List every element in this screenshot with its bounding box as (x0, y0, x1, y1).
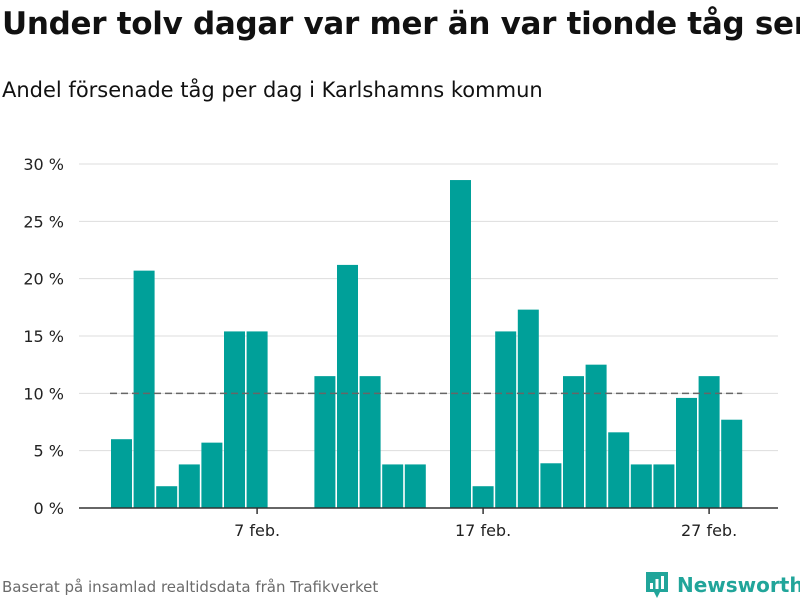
chart-subtitle: Andel försenade tåg per dag i Karlshamns… (2, 78, 543, 102)
y-tick-label: 30 % (23, 155, 64, 174)
bar (495, 331, 517, 508)
y-tick-label: 5 % (34, 442, 64, 461)
y-tick-label: 15 % (23, 327, 64, 346)
bar (630, 464, 652, 508)
bar (585, 364, 607, 508)
bar (133, 270, 155, 508)
axes: 0 % 5 % 10 % 15 % 20 % 25 % 30 % 7 feb. 17 feb. 2… (23, 155, 778, 540)
bar (517, 309, 539, 508)
bar (676, 397, 697, 508)
bars (111, 180, 743, 508)
y-tick-label: 10 % (23, 384, 64, 403)
y-tick-label: 0 % (34, 499, 64, 518)
bar (224, 331, 245, 508)
chart-title: Under tolv dagar var mer än var tionde t… (2, 6, 800, 42)
bar (201, 442, 223, 508)
bar (178, 464, 200, 508)
bar (608, 432, 630, 508)
bar (359, 376, 381, 508)
newsworthy-logo-icon (646, 572, 668, 598)
bar (472, 486, 494, 508)
bar (246, 331, 268, 508)
bar (450, 180, 471, 508)
grid-lines (79, 163, 778, 452)
bar-chart: 0 % 5 % 10 % 15 % 20 % 25 % 30 % 7 feb. 17 feb. 2… (23, 155, 778, 540)
x-tick-label: 17 feb. (455, 521, 511, 540)
brand-name: Newsworthy (677, 573, 800, 597)
brand-logo: Newsworthy (644, 569, 800, 601)
bar (404, 464, 426, 508)
bar (563, 376, 584, 508)
y-tick-label: 20 % (23, 270, 64, 289)
bar (111, 439, 132, 508)
bar (540, 463, 562, 508)
x-tick-label: 7 feb. (234, 521, 280, 540)
bar (337, 264, 358, 508)
y-tick-label: 25 % (23, 212, 64, 231)
bar (382, 464, 404, 508)
bar (314, 376, 336, 508)
bar (653, 464, 675, 508)
source-note: Baserat på insamlad realtidsdata från Tr… (2, 578, 379, 596)
bar (698, 376, 720, 508)
bar (156, 486, 178, 508)
x-tick-label: 27 feb. (681, 521, 737, 540)
bar (721, 419, 743, 508)
